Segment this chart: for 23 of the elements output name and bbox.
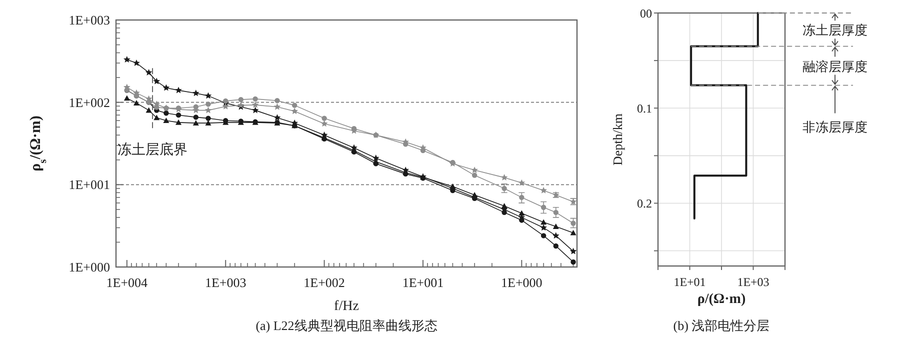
y-tick-label: 0.2	[637, 196, 652, 211]
y-tick-label: 00	[640, 6, 652, 20]
text: (b) 浅部电性分层	[673, 318, 770, 333]
ref-line-label: 非冻层厚度	[802, 119, 868, 134]
y-axis-title: Depth/km	[610, 114, 625, 166]
y-tick-label: 1E+000	[68, 260, 110, 274]
x-tick-label: 1E+000	[501, 275, 542, 290]
ref-line-label: 融溶层厚度	[802, 58, 868, 74]
x-axis-title: ρ/(Ω·m)	[697, 292, 746, 307]
ref-line-label: 冻土层厚度	[802, 22, 868, 38]
x-tick-label: 1E+003	[204, 275, 246, 290]
y-tick-label: 1E+002	[68, 94, 110, 110]
annotation: 冻土层底界	[118, 142, 188, 158]
x-tick-label: 1E+004	[106, 275, 148, 290]
x-tick-label: 1E+03	[737, 275, 770, 289]
text: (a) L22线典型视电阻率曲线形态	[256, 318, 438, 333]
x-axis-title: f/Hz	[334, 299, 359, 314]
y-tick-label: 1E+001	[68, 177, 110, 192]
x-tick-label: 1E+01	[674, 275, 706, 289]
x-tick-label: 1E+001	[402, 275, 444, 290]
y-tick-label: 1E+003	[68, 12, 110, 28]
y-tick-label: 0.1	[637, 102, 652, 116]
x-tick-label: 1E+002	[304, 275, 345, 290]
